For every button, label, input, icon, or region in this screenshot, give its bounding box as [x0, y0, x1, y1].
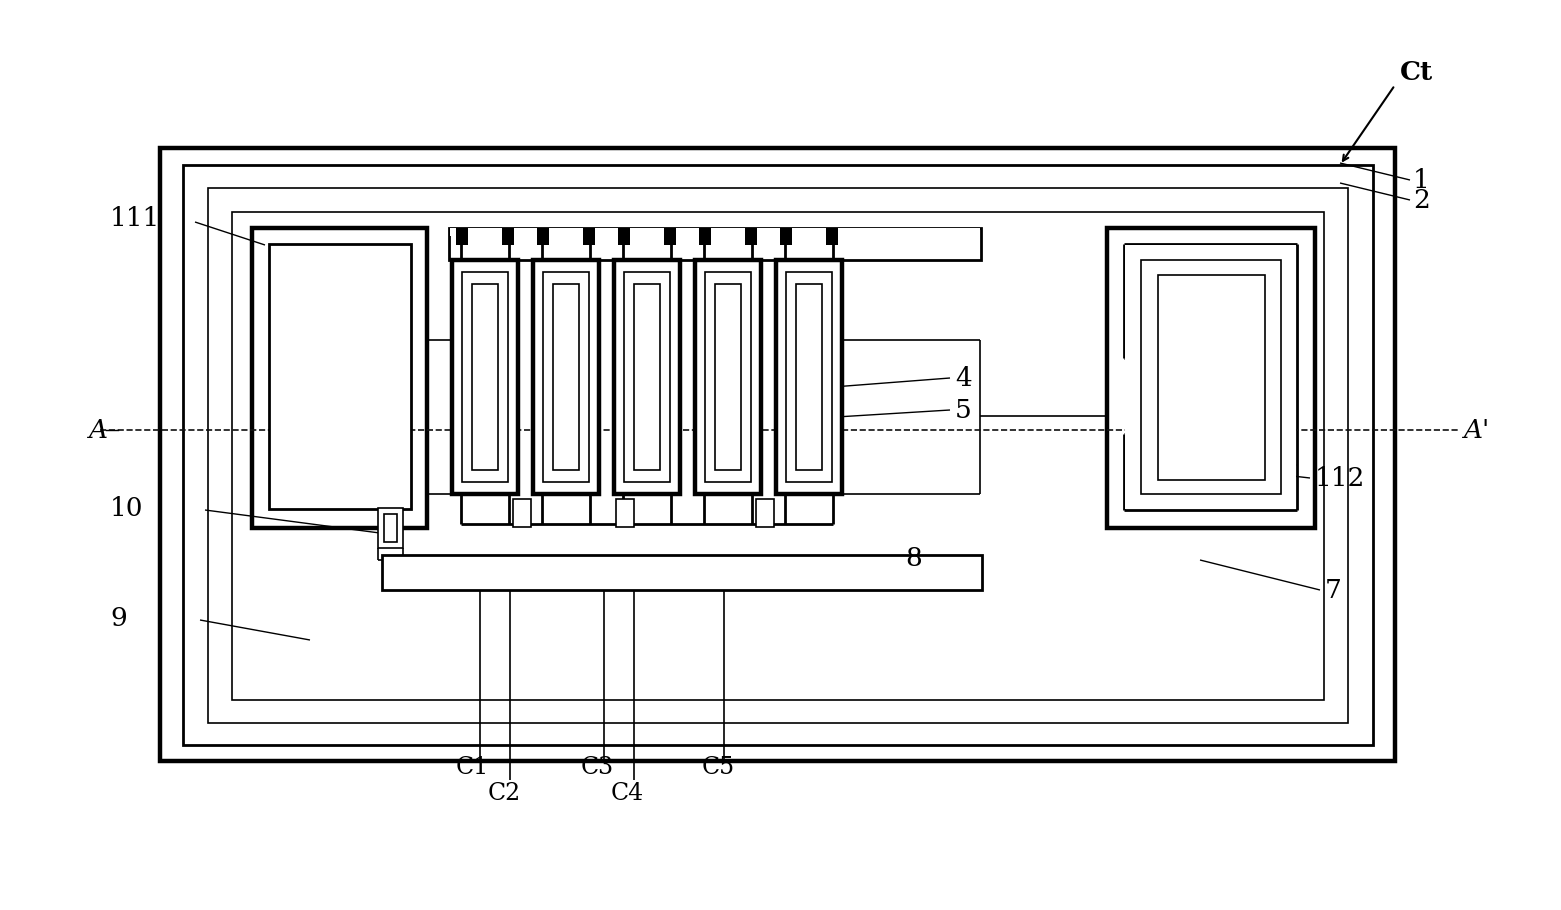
Bar: [715, 284, 741, 470]
Text: 5: 5: [955, 398, 973, 422]
Text: C5: C5: [701, 756, 735, 780]
Bar: [553, 284, 579, 470]
Bar: [456, 228, 468, 245]
Bar: [699, 228, 710, 245]
Bar: [826, 228, 838, 245]
Bar: [780, 228, 791, 245]
Bar: [1158, 275, 1264, 480]
Text: 112: 112: [1314, 466, 1366, 490]
Bar: [532, 260, 599, 494]
Bar: [1107, 228, 1314, 528]
Text: 111: 111: [109, 206, 161, 230]
Bar: [624, 272, 670, 482]
Bar: [1125, 245, 1296, 509]
Text: C1: C1: [456, 756, 489, 780]
Bar: [471, 284, 498, 470]
Bar: [286, 260, 395, 492]
Bar: [208, 188, 1349, 723]
Bar: [382, 555, 982, 590]
Bar: [159, 148, 1396, 761]
Bar: [582, 228, 595, 245]
Bar: [706, 272, 751, 482]
Text: C4: C4: [610, 782, 643, 804]
Bar: [183, 165, 1374, 745]
Text: 7: 7: [1325, 578, 1342, 602]
Bar: [634, 284, 660, 470]
Text: Ct: Ct: [1400, 59, 1433, 85]
Bar: [745, 228, 757, 245]
Bar: [613, 260, 681, 494]
Bar: [384, 514, 396, 542]
Text: 4: 4: [955, 366, 973, 390]
Bar: [450, 228, 980, 260]
Bar: [378, 508, 403, 548]
Text: A: A: [87, 418, 108, 442]
Bar: [537, 228, 549, 245]
Bar: [503, 228, 514, 245]
Text: 9: 9: [109, 605, 126, 631]
Bar: [453, 260, 518, 494]
Bar: [462, 272, 507, 482]
Bar: [663, 228, 676, 245]
Bar: [543, 272, 588, 482]
Bar: [450, 228, 980, 236]
Bar: [796, 284, 823, 470]
Bar: [617, 499, 634, 527]
Bar: [618, 228, 631, 245]
Bar: [251, 228, 428, 528]
Bar: [514, 499, 531, 527]
Bar: [268, 244, 411, 509]
Bar: [1141, 260, 1282, 494]
Bar: [787, 272, 832, 482]
Text: 10: 10: [109, 496, 144, 521]
Bar: [1143, 261, 1280, 493]
Text: 1: 1: [1413, 167, 1430, 193]
Bar: [756, 499, 774, 527]
Text: 8: 8: [905, 545, 921, 571]
Text: 2: 2: [1413, 187, 1430, 213]
Text: C2: C2: [487, 782, 521, 804]
Text: C3: C3: [581, 756, 613, 780]
Bar: [233, 212, 1324, 700]
Bar: [695, 260, 762, 494]
Text: A': A': [1463, 418, 1489, 442]
Bar: [776, 260, 841, 494]
